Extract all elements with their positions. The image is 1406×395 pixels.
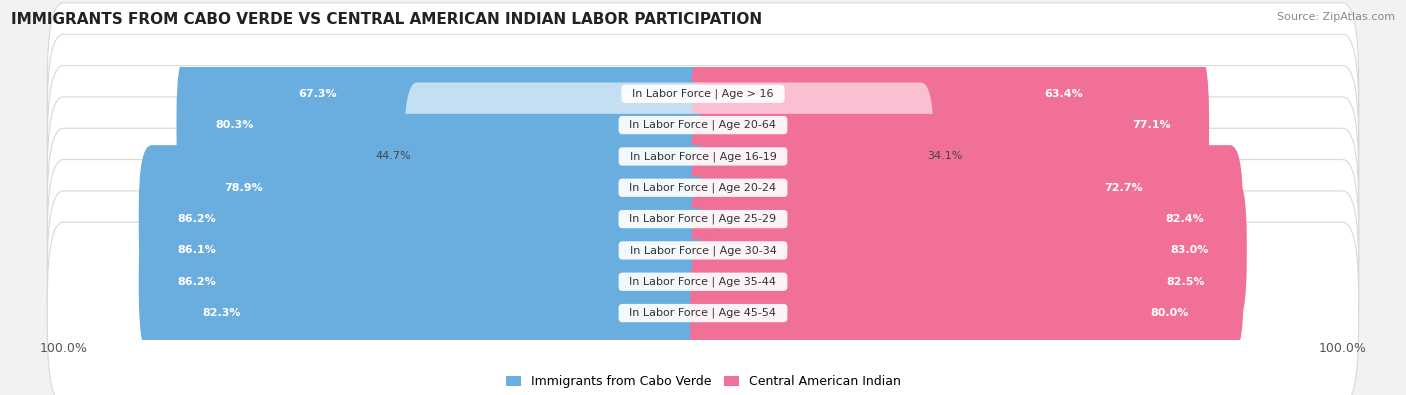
- Text: 77.1%: 77.1%: [1132, 120, 1171, 130]
- FancyBboxPatch shape: [690, 51, 1209, 199]
- Text: IMMIGRANTS FROM CABO VERDE VS CENTRAL AMERICAN INDIAN LABOR PARTICIPATION: IMMIGRANTS FROM CABO VERDE VS CENTRAL AM…: [11, 12, 762, 27]
- Text: In Labor Force | Age 25-29: In Labor Force | Age 25-29: [623, 214, 783, 224]
- FancyBboxPatch shape: [690, 83, 934, 230]
- FancyBboxPatch shape: [690, 177, 1247, 324]
- FancyBboxPatch shape: [690, 114, 1181, 262]
- Text: 86.2%: 86.2%: [177, 214, 217, 224]
- FancyBboxPatch shape: [690, 145, 1243, 293]
- FancyBboxPatch shape: [405, 83, 716, 230]
- FancyBboxPatch shape: [48, 97, 1358, 278]
- FancyBboxPatch shape: [48, 160, 1358, 341]
- Text: In Labor Force | Age 45-54: In Labor Force | Age 45-54: [623, 308, 783, 318]
- FancyBboxPatch shape: [48, 222, 1358, 395]
- FancyBboxPatch shape: [690, 239, 1227, 387]
- Text: 44.7%: 44.7%: [375, 151, 411, 162]
- Text: In Labor Force | Age 16-19: In Labor Force | Age 16-19: [623, 151, 783, 162]
- Text: In Labor Force | Age 20-24: In Labor Force | Age 20-24: [623, 182, 783, 193]
- Text: 82.5%: 82.5%: [1167, 277, 1205, 287]
- Text: 86.2%: 86.2%: [177, 277, 217, 287]
- FancyBboxPatch shape: [139, 177, 716, 324]
- Text: Source: ZipAtlas.com: Source: ZipAtlas.com: [1277, 12, 1395, 22]
- Text: 34.1%: 34.1%: [928, 151, 963, 162]
- Text: 67.3%: 67.3%: [298, 89, 336, 99]
- Text: 82.3%: 82.3%: [202, 308, 240, 318]
- FancyBboxPatch shape: [163, 239, 716, 387]
- FancyBboxPatch shape: [260, 20, 716, 168]
- FancyBboxPatch shape: [48, 66, 1358, 247]
- Text: In Labor Force | Age > 16: In Labor Force | Age > 16: [626, 88, 780, 99]
- Text: 83.0%: 83.0%: [1170, 245, 1208, 256]
- Text: 63.4%: 63.4%: [1045, 89, 1083, 99]
- Text: 86.1%: 86.1%: [177, 245, 217, 256]
- Text: 80.3%: 80.3%: [215, 120, 253, 130]
- FancyBboxPatch shape: [48, 3, 1358, 184]
- FancyBboxPatch shape: [690, 208, 1243, 356]
- FancyBboxPatch shape: [186, 114, 716, 262]
- FancyBboxPatch shape: [139, 145, 716, 293]
- Text: 78.9%: 78.9%: [224, 183, 263, 193]
- FancyBboxPatch shape: [690, 20, 1122, 168]
- FancyBboxPatch shape: [48, 128, 1358, 310]
- Text: 72.7%: 72.7%: [1104, 183, 1143, 193]
- Text: In Labor Force | Age 35-44: In Labor Force | Age 35-44: [623, 276, 783, 287]
- Text: In Labor Force | Age 20-64: In Labor Force | Age 20-64: [623, 120, 783, 130]
- Legend: Immigrants from Cabo Verde, Central American Indian: Immigrants from Cabo Verde, Central Amer…: [501, 371, 905, 393]
- FancyBboxPatch shape: [48, 34, 1358, 216]
- FancyBboxPatch shape: [48, 191, 1358, 372]
- Text: In Labor Force | Age 30-34: In Labor Force | Age 30-34: [623, 245, 783, 256]
- Text: 82.4%: 82.4%: [1166, 214, 1205, 224]
- Text: 80.0%: 80.0%: [1152, 308, 1189, 318]
- FancyBboxPatch shape: [139, 208, 716, 356]
- FancyBboxPatch shape: [177, 51, 716, 199]
